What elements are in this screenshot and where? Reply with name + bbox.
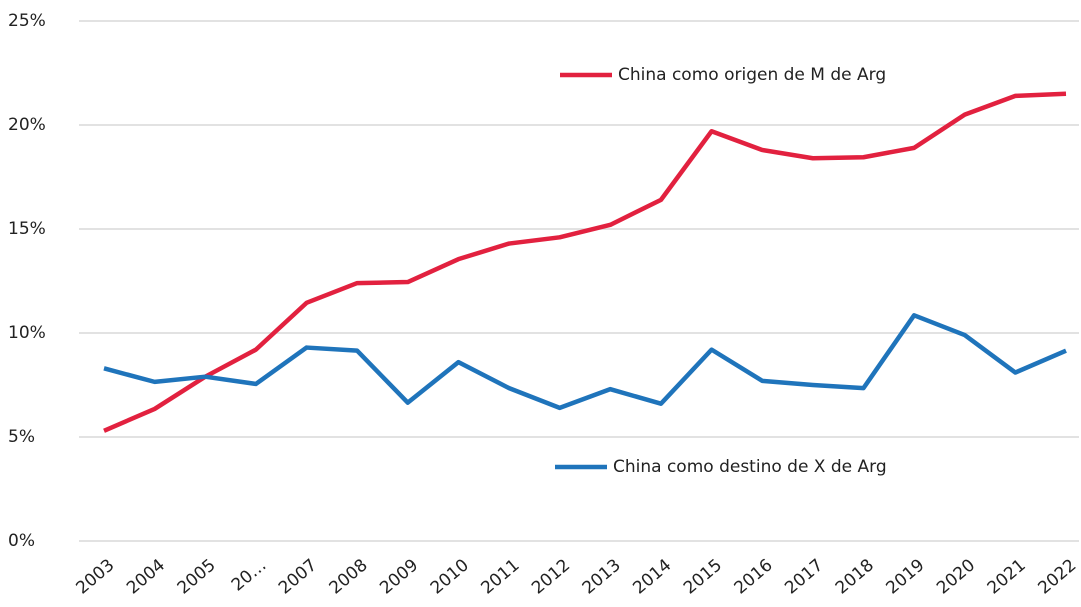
x-tick-label: 2021 (984, 555, 1030, 598)
x-tick-label: 2019 (883, 555, 929, 598)
x-tick-label: 2017 (781, 555, 827, 598)
x-tick-label: 2004 (123, 555, 169, 598)
legend-label: China como destino de X de Arg (613, 457, 887, 477)
x-tick-label: 2005 (174, 555, 220, 598)
y-tick-label: 5% (8, 427, 35, 447)
y-tick-label: 15% (8, 219, 46, 239)
x-tick-label: 2009 (376, 555, 422, 598)
x-tick-label: 2018 (832, 555, 878, 598)
x-tick-label: 2022 (1034, 555, 1080, 598)
x-tick-label: 2015 (680, 555, 726, 598)
x-tick-label: 20… (228, 555, 270, 595)
series-line (103, 313, 1067, 411)
x-tick-label: 2016 (731, 555, 777, 598)
x-tick-label: 2014 (629, 555, 675, 598)
legend-label: China como origen de M de Arg (618, 65, 886, 85)
x-tick-label: 2010 (427, 555, 473, 598)
series-line (103, 91, 1067, 433)
x-tick-label: 2012 (528, 555, 574, 598)
x-tick-label: 2008 (326, 555, 372, 598)
x-tick-label: 2020 (933, 555, 979, 598)
y-tick-label: 20% (8, 115, 46, 135)
y-tick-label: 0% (8, 531, 35, 551)
x-tick-label: 2003 (72, 555, 118, 598)
x-tick-label: 2007 (275, 555, 321, 598)
x-tick-label: 2011 (477, 555, 523, 598)
y-tick-label: 25% (8, 11, 46, 31)
x-tick-label: 2013 (579, 555, 625, 598)
y-tick-label: 10% (8, 323, 46, 343)
